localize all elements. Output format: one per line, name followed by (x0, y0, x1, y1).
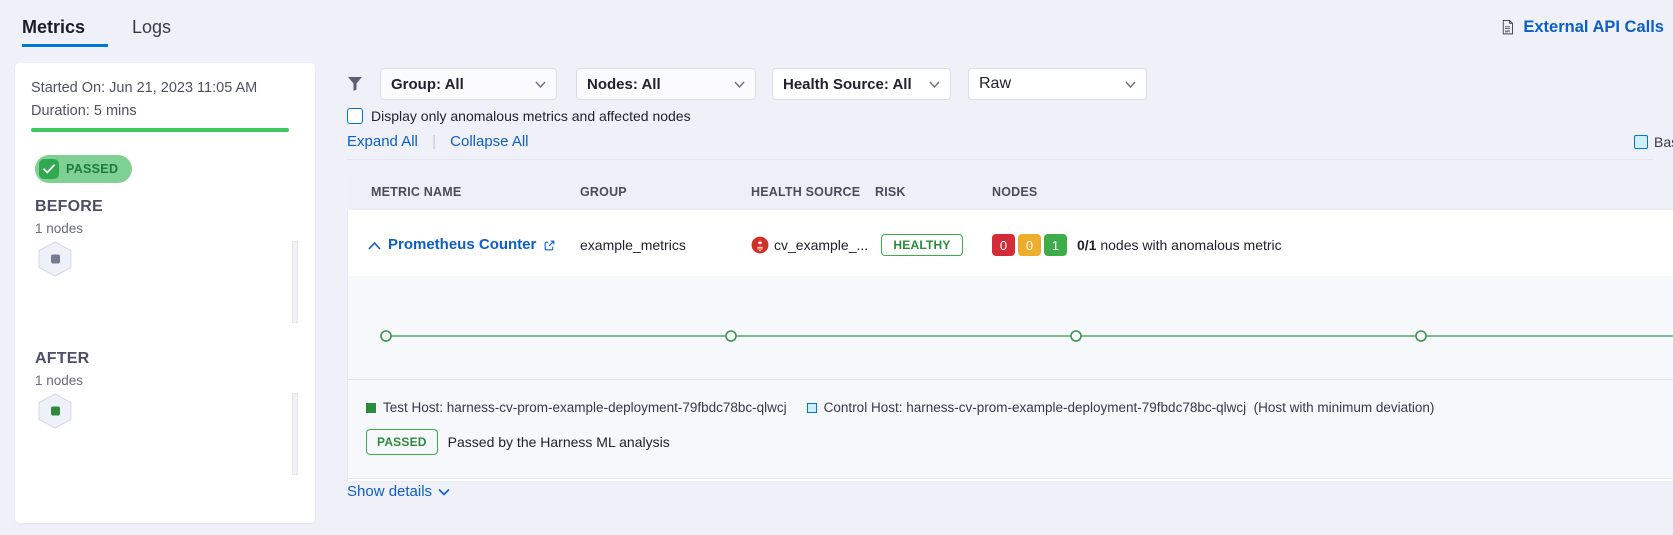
svg-text:API: API (1505, 30, 1511, 34)
